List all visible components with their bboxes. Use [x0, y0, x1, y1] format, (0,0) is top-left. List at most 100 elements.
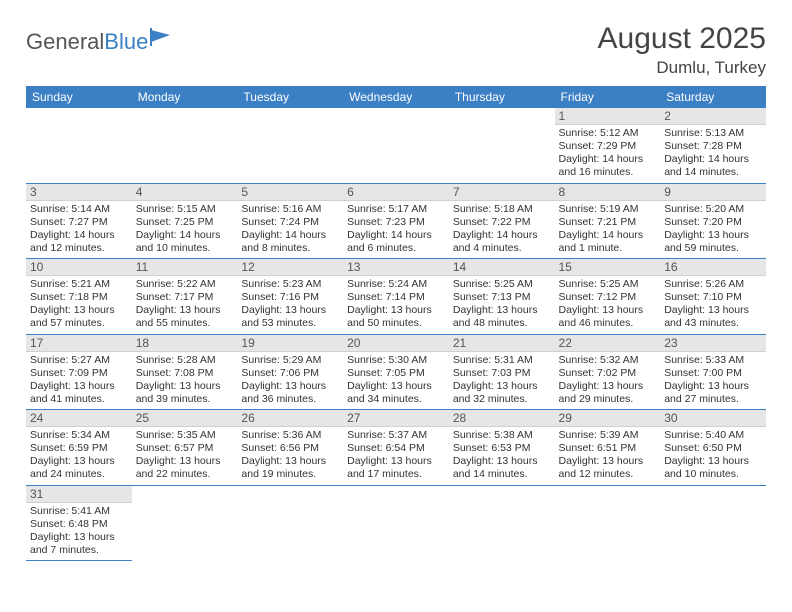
sunset-text: Sunset: 7:24 PM: [241, 216, 339, 229]
sunrise-text: Sunrise: 5:40 AM: [664, 429, 762, 442]
day-details: Sunrise: 5:31 AMSunset: 7:03 PMDaylight:…: [449, 352, 555, 410]
day-details: Sunrise: 5:25 AMSunset: 7:13 PMDaylight:…: [449, 276, 555, 334]
calendar-cell: 18Sunrise: 5:28 AMSunset: 7:08 PMDayligh…: [132, 334, 238, 410]
daylight-text: Daylight: 13 hours: [559, 304, 657, 317]
daylight-text: Daylight: 13 hours: [559, 380, 657, 393]
calendar-cell: [555, 485, 661, 561]
day-details: Sunrise: 5:15 AMSunset: 7:25 PMDaylight:…: [132, 201, 238, 259]
sunrise-text: Sunrise: 5:17 AM: [347, 203, 445, 216]
calendar-cell: 22Sunrise: 5:32 AMSunset: 7:02 PMDayligh…: [555, 334, 661, 410]
day-number: 30: [660, 410, 766, 427]
daylight-text: and 55 minutes.: [136, 317, 234, 330]
sunset-text: Sunset: 7:18 PM: [30, 291, 128, 304]
day-number: 11: [132, 259, 238, 276]
weekday-header: Wednesday: [343, 86, 449, 108]
day-number: 1: [555, 108, 661, 125]
day-details: Sunrise: 5:12 AMSunset: 7:29 PMDaylight:…: [555, 125, 661, 183]
sunrise-text: Sunrise: 5:25 AM: [453, 278, 551, 291]
day-number: 12: [237, 259, 343, 276]
calendar-cell: 14Sunrise: 5:25 AMSunset: 7:13 PMDayligh…: [449, 259, 555, 335]
daylight-text: and 43 minutes.: [664, 317, 762, 330]
sunrise-text: Sunrise: 5:38 AM: [453, 429, 551, 442]
calendar-cell: 13Sunrise: 5:24 AMSunset: 7:14 PMDayligh…: [343, 259, 449, 335]
daylight-text: Daylight: 14 hours: [136, 229, 234, 242]
sunrise-text: Sunrise: 5:21 AM: [30, 278, 128, 291]
sunrise-text: Sunrise: 5:35 AM: [136, 429, 234, 442]
sunset-text: Sunset: 7:02 PM: [559, 367, 657, 380]
daylight-text: Daylight: 13 hours: [136, 380, 234, 393]
calendar-cell: 3Sunrise: 5:14 AMSunset: 7:27 PMDaylight…: [26, 183, 132, 259]
calendar-cell: 19Sunrise: 5:29 AMSunset: 7:06 PMDayligh…: [237, 334, 343, 410]
daylight-text: Daylight: 13 hours: [664, 304, 762, 317]
daylight-text: Daylight: 13 hours: [664, 229, 762, 242]
day-details: Sunrise: 5:27 AMSunset: 7:09 PMDaylight:…: [26, 352, 132, 410]
calendar-cell: 28Sunrise: 5:38 AMSunset: 6:53 PMDayligh…: [449, 410, 555, 486]
calendar-cell: [237, 485, 343, 561]
calendar-cell: [237, 108, 343, 183]
daylight-text: and 1 minute.: [559, 242, 657, 255]
daylight-text: and 24 minutes.: [30, 468, 128, 481]
sunset-text: Sunset: 7:17 PM: [136, 291, 234, 304]
daylight-text: and 48 minutes.: [453, 317, 551, 330]
day-details: Sunrise: 5:24 AMSunset: 7:14 PMDaylight:…: [343, 276, 449, 334]
sunset-text: Sunset: 6:53 PM: [453, 442, 551, 455]
calendar-cell: [449, 485, 555, 561]
daylight-text: Daylight: 14 hours: [241, 229, 339, 242]
daylight-text: Daylight: 13 hours: [241, 455, 339, 468]
daylight-text: Daylight: 14 hours: [664, 153, 762, 166]
sunrise-text: Sunrise: 5:33 AM: [664, 354, 762, 367]
daylight-text: and 32 minutes.: [453, 393, 551, 406]
calendar-cell: 17Sunrise: 5:27 AMSunset: 7:09 PMDayligh…: [26, 334, 132, 410]
daylight-text: Daylight: 13 hours: [30, 455, 128, 468]
calendar-page: GeneralBlue August 2025 Dumlu, Turkey Su…: [0, 0, 792, 561]
sunrise-text: Sunrise: 5:18 AM: [453, 203, 551, 216]
sunset-text: Sunset: 6:56 PM: [241, 442, 339, 455]
sunrise-text: Sunrise: 5:39 AM: [559, 429, 657, 442]
sunset-text: Sunset: 7:08 PM: [136, 367, 234, 380]
sunrise-text: Sunrise: 5:41 AM: [30, 505, 128, 518]
daylight-text: and 10 minutes.: [136, 242, 234, 255]
sunset-text: Sunset: 7:10 PM: [664, 291, 762, 304]
day-number: 21: [449, 335, 555, 352]
daylight-text: Daylight: 13 hours: [453, 304, 551, 317]
calendar-table: Sunday Monday Tuesday Wednesday Thursday…: [26, 86, 766, 561]
daylight-text: and 16 minutes.: [559, 166, 657, 179]
calendar-cell: 2Sunrise: 5:13 AMSunset: 7:28 PMDaylight…: [660, 108, 766, 183]
sunset-text: Sunset: 6:51 PM: [559, 442, 657, 455]
sunset-text: Sunset: 6:54 PM: [347, 442, 445, 455]
day-details: Sunrise: 5:18 AMSunset: 7:22 PMDaylight:…: [449, 201, 555, 259]
calendar-cell: 5Sunrise: 5:16 AMSunset: 7:24 PMDaylight…: [237, 183, 343, 259]
calendar-cell: [132, 108, 238, 183]
sunset-text: Sunset: 7:29 PM: [559, 140, 657, 153]
daylight-text: and 12 minutes.: [559, 468, 657, 481]
brand-logo: GeneralBlue: [26, 22, 172, 56]
weekday-header: Friday: [555, 86, 661, 108]
daylight-text: and 53 minutes.: [241, 317, 339, 330]
day-details: Sunrise: 5:25 AMSunset: 7:12 PMDaylight:…: [555, 276, 661, 334]
sunrise-text: Sunrise: 5:32 AM: [559, 354, 657, 367]
day-details: Sunrise: 5:40 AMSunset: 6:50 PMDaylight:…: [660, 427, 766, 485]
day-number: 2: [660, 108, 766, 125]
day-number: 8: [555, 184, 661, 201]
day-number: 19: [237, 335, 343, 352]
day-number: 31: [26, 486, 132, 503]
weekday-header: Tuesday: [237, 86, 343, 108]
daylight-text: Daylight: 13 hours: [241, 304, 339, 317]
sunrise-text: Sunrise: 5:34 AM: [30, 429, 128, 442]
weekday-header: Sunday: [26, 86, 132, 108]
daylight-text: and 4 minutes.: [453, 242, 551, 255]
daylight-text: and 27 minutes.: [664, 393, 762, 406]
calendar-cell: 27Sunrise: 5:37 AMSunset: 6:54 PMDayligh…: [343, 410, 449, 486]
calendar-cell: 31Sunrise: 5:41 AMSunset: 6:48 PMDayligh…: [26, 485, 132, 561]
brand-part1: General: [26, 29, 104, 55]
sunset-text: Sunset: 6:50 PM: [664, 442, 762, 455]
day-number: 17: [26, 335, 132, 352]
calendar-cell: 4Sunrise: 5:15 AMSunset: 7:25 PMDaylight…: [132, 183, 238, 259]
day-details: Sunrise: 5:22 AMSunset: 7:17 PMDaylight:…: [132, 276, 238, 334]
calendar-cell: 20Sunrise: 5:30 AMSunset: 7:05 PMDayligh…: [343, 334, 449, 410]
day-details: Sunrise: 5:32 AMSunset: 7:02 PMDaylight:…: [555, 352, 661, 410]
sunset-text: Sunset: 7:05 PM: [347, 367, 445, 380]
sunrise-text: Sunrise: 5:14 AM: [30, 203, 128, 216]
daylight-text: Daylight: 13 hours: [559, 455, 657, 468]
day-details: Sunrise: 5:28 AMSunset: 7:08 PMDaylight:…: [132, 352, 238, 410]
